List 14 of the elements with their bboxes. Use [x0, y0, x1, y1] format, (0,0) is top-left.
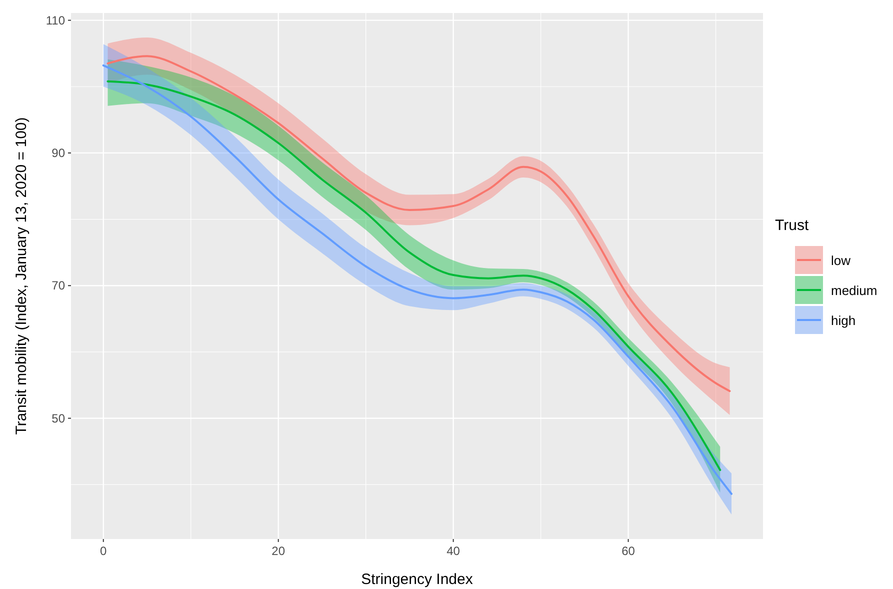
- legend-label: medium: [831, 283, 878, 298]
- x-tick-label: 20: [272, 544, 286, 558]
- y-tick-label: 50: [52, 411, 66, 426]
- x-axis-title: Stringency Index: [361, 571, 474, 588]
- x-tick-label: 40: [446, 544, 460, 558]
- y-tick-label: 90: [52, 146, 66, 160]
- y-tick-label: 70: [52, 278, 66, 293]
- legend-label: low: [831, 253, 852, 268]
- legend-title: Trust: [775, 217, 810, 234]
- y-axis-title: Transit mobility (Index, January 13, 2020 = 100): [13, 117, 30, 435]
- x-tick-label: 0: [100, 544, 108, 558]
- y-tick-label: 110: [46, 13, 66, 28]
- x-tick-label: 60: [622, 544, 636, 558]
- legend-label: high: [831, 313, 856, 328]
